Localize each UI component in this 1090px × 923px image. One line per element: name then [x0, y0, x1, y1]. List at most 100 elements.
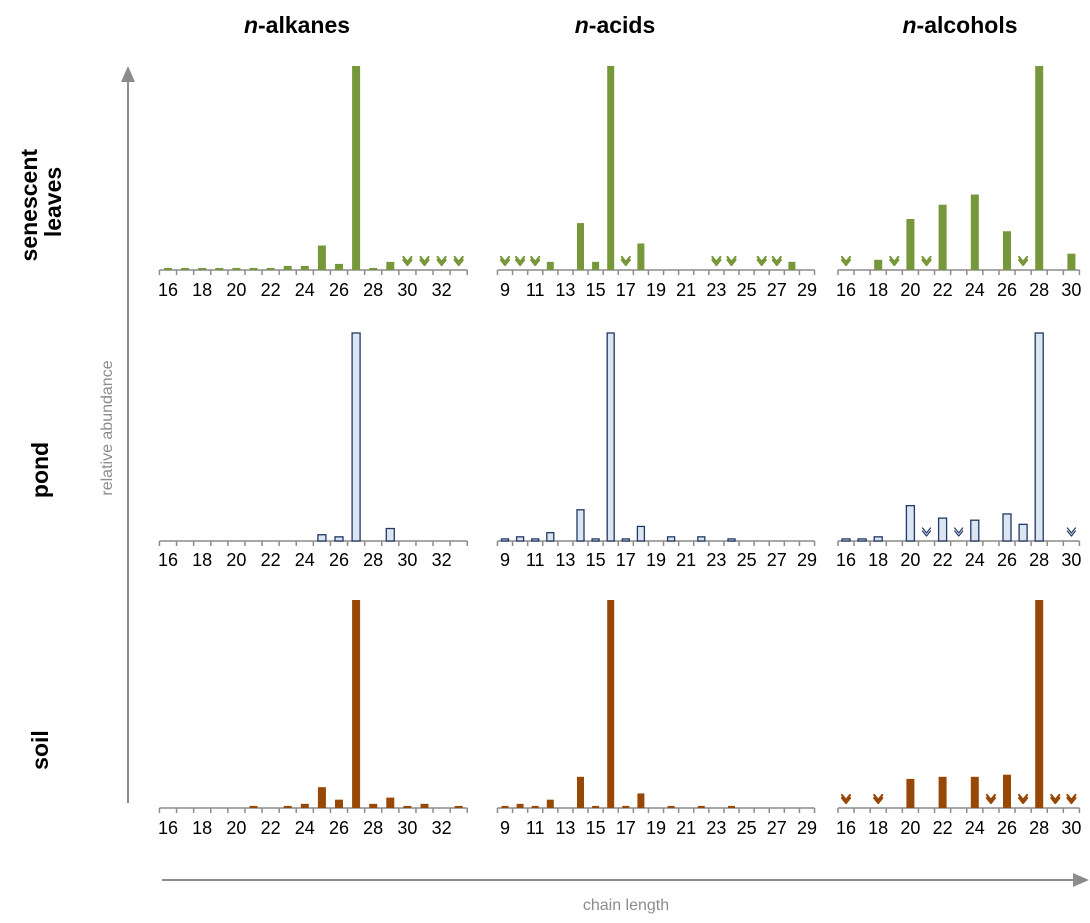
- not-detected-marker-acids-leaves-c26: [756, 255, 767, 267]
- tick-label-acids-pond: 11: [526, 550, 545, 570]
- bar-alcohols-soil-c24: [970, 776, 979, 808]
- bar-alkanes-leaves-c19: [215, 267, 224, 270]
- not-detected-marker-alkanes-leaves-c30: [402, 255, 413, 267]
- bar-acids-soil-c9: [501, 805, 509, 808]
- tick-label-alcohols-pond: 26: [997, 550, 1017, 570]
- tick-label-acids-soil: 23: [706, 818, 726, 838]
- tick-label-alcohols-pond: 24: [965, 550, 985, 570]
- bar-alcohols-soil-c28: [1035, 600, 1044, 808]
- bar-alkanes-soil-c24: [300, 803, 309, 808]
- not-detected-marker-alcohols-soil-c30: [1066, 793, 1077, 805]
- bar-alkanes-soil-c30: [403, 805, 412, 808]
- tick-label-acids-pond: 23: [706, 550, 726, 570]
- tick-label-alkanes-leaves: 26: [329, 280, 349, 300]
- tick-label-alkanes-leaves: 32: [432, 280, 452, 300]
- tick-label-acids-soil: 9: [500, 818, 510, 838]
- bar-alcohols-pond-c16: [841, 538, 851, 542]
- column-title-acids: n-acids: [575, 12, 656, 38]
- tick-label-acids-leaves: 25: [737, 280, 757, 300]
- tick-label-alcohols-soil: 20: [900, 818, 920, 838]
- bar-alkanes-leaves-c20: [232, 267, 241, 270]
- tick-label-acids-pond: 21: [676, 550, 696, 570]
- bar-alkanes-pond-c25: [317, 534, 327, 542]
- tick-label-alkanes-soil: 24: [295, 818, 315, 838]
- bar-alcohols-leaves-c22: [938, 204, 947, 270]
- not-detected-marker-alcohols-soil-c29: [1050, 793, 1061, 805]
- tick-label-alcohols-pond: 22: [933, 550, 953, 570]
- bar-alcohols-soil-c26: [1003, 774, 1011, 808]
- tick-label-acids-leaves: 15: [586, 280, 606, 300]
- tick-label-alcohols-leaves: 16: [836, 280, 856, 300]
- tick-label-acids-pond: 15: [586, 550, 606, 570]
- row-label-senescent-leaves: senescent leaves: [16, 143, 66, 262]
- row-label-soil: soil: [27, 730, 53, 770]
- bar-alcohols-leaves-c26: [1003, 231, 1011, 270]
- bar-alkanes-soil-c31: [420, 803, 429, 808]
- tick-label-acids-leaves: 21: [676, 280, 696, 300]
- bar-alkanes-leaves-c17: [181, 267, 190, 270]
- tick-label-acids-pond: 13: [555, 550, 575, 570]
- bar-alcohols-leaves-c18: [874, 259, 883, 270]
- tick-label-alkanes-soil: 20: [226, 818, 246, 838]
- not-detected-marker-alcohols-pond-c30: [1066, 527, 1076, 537]
- tick-label-acids-pond: 25: [737, 550, 757, 570]
- bar-acids-soil-c15: [592, 805, 600, 808]
- bar-alkanes-leaves-c27: [352, 66, 361, 270]
- not-detected-marker-alcohols-leaves-c19: [889, 255, 900, 267]
- bar-alcohols-leaves-c28: [1035, 66, 1044, 270]
- bar-alkanes-soil-c29: [386, 797, 395, 808]
- tick-label-alkanes-pond: 32: [432, 550, 452, 570]
- not-detected-marker-alcohols-leaves-c21: [921, 255, 932, 267]
- x-axis-arrowhead: [1073, 873, 1089, 887]
- bar-alcohols-pond-c20: [905, 504, 916, 542]
- bar-acids-pond-c18: [636, 525, 646, 542]
- tick-label-alkanes-pond: 22: [261, 550, 281, 570]
- tick-label-alkanes-pond: 26: [329, 550, 349, 570]
- bar-acids-leaves-c12: [546, 261, 554, 270]
- not-detected-marker-alcohols-leaves-c16: [840, 255, 852, 267]
- tick-label-alcohols-pond: 30: [1061, 550, 1081, 570]
- not-detected-marker-alkanes-leaves-c31: [419, 255, 430, 267]
- bar-alcohols-pond-c27: [1018, 523, 1028, 542]
- bar-alcohols-soil-c22: [938, 776, 947, 808]
- bar-alkanes-leaves-c22: [266, 267, 275, 270]
- tick-label-alkanes-leaves: 30: [397, 280, 417, 300]
- row-label-pond: pond: [27, 442, 53, 498]
- bar-alkanes-leaves-c29: [386, 261, 395, 270]
- bar-alkanes-leaves-c23: [283, 265, 292, 270]
- tick-label-acids-leaves: 9: [500, 280, 510, 300]
- not-detected-marker-acids-leaves-c9: [499, 255, 511, 267]
- tick-label-alkanes-leaves: 22: [261, 280, 281, 300]
- tick-label-acids-leaves: 11: [526, 280, 545, 300]
- bar-alkanes-soil-c33: [454, 805, 463, 808]
- column-title-alkanes: n-alkanes: [244, 12, 350, 38]
- tick-label-alcohols-leaves: 22: [933, 280, 953, 300]
- tick-label-alkanes-leaves: 18: [192, 280, 212, 300]
- tick-label-acids-leaves: 13: [555, 280, 575, 300]
- not-detected-marker-acids-leaves-c24: [726, 255, 737, 267]
- tick-label-alcohols-soil: 16: [836, 818, 856, 838]
- bar-alcohols-pond-c17: [857, 538, 867, 542]
- tick-label-alkanes-pond: 24: [295, 550, 315, 570]
- bar-alkanes-soil-c25: [317, 787, 326, 808]
- not-detected-marker-alcohols-soil-c16: [840, 793, 852, 805]
- y-axis-arrowhead: [121, 66, 135, 82]
- bar-alkanes-leaves-c28: [369, 267, 378, 270]
- bar-acids-soil-c14: [577, 776, 584, 808]
- tick-label-alcohols-leaves: 18: [868, 280, 888, 300]
- tick-label-alcohols-soil: 26: [997, 818, 1017, 838]
- tick-label-alkanes-soil: 16: [158, 818, 178, 838]
- bar-alcohols-leaves-c30: [1067, 253, 1076, 270]
- bar-acids-pond-c10: [515, 536, 525, 542]
- tick-label-alcohols-leaves: 28: [1029, 280, 1049, 300]
- column-title-alcohols: n-alcohols: [902, 12, 1017, 38]
- not-detected-marker-alcohols-soil-c25: [985, 793, 996, 805]
- tick-label-alcohols-leaves: 24: [965, 280, 985, 300]
- tick-label-acids-pond: 17: [616, 550, 636, 570]
- tick-label-acids-leaves: 27: [767, 280, 787, 300]
- bar-acids-leaves-c28: [788, 261, 796, 270]
- tick-label-acids-leaves: 19: [646, 280, 666, 300]
- bar-alcohols-pond-c18: [873, 536, 883, 542]
- not-detected-marker-acids-leaves-c27: [771, 255, 782, 267]
- bar-acids-pond-c20: [666, 536, 676, 542]
